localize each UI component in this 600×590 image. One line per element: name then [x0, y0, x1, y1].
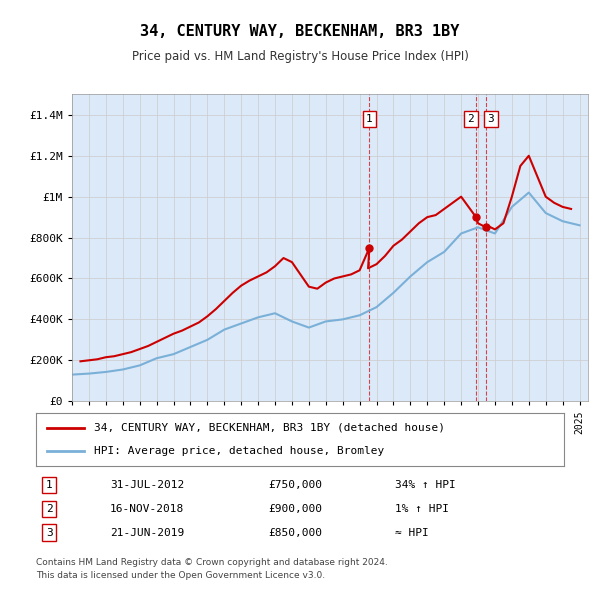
Text: £850,000: £850,000: [268, 528, 322, 537]
Text: 34, CENTURY WAY, BECKENHAM, BR3 1BY (detached house): 34, CENTURY WAY, BECKENHAM, BR3 1BY (det…: [94, 423, 445, 433]
Text: 1: 1: [366, 114, 373, 124]
Text: ≈ HPI: ≈ HPI: [395, 528, 429, 537]
Text: £900,000: £900,000: [268, 504, 322, 514]
Text: 34% ↑ HPI: 34% ↑ HPI: [395, 480, 456, 490]
Text: 3: 3: [46, 528, 53, 537]
Text: Contains HM Land Registry data © Crown copyright and database right 2024.: Contains HM Land Registry data © Crown c…: [36, 558, 388, 566]
Text: Price paid vs. HM Land Registry's House Price Index (HPI): Price paid vs. HM Land Registry's House …: [131, 50, 469, 63]
Text: 3: 3: [488, 114, 494, 124]
Text: 1% ↑ HPI: 1% ↑ HPI: [395, 504, 449, 514]
Text: HPI: Average price, detached house, Bromley: HPI: Average price, detached house, Brom…: [94, 446, 385, 456]
Text: 2: 2: [46, 504, 53, 514]
Text: 34, CENTURY WAY, BECKENHAM, BR3 1BY: 34, CENTURY WAY, BECKENHAM, BR3 1BY: [140, 24, 460, 38]
Text: This data is licensed under the Open Government Licence v3.0.: This data is licensed under the Open Gov…: [36, 571, 325, 580]
Text: 16-NOV-2018: 16-NOV-2018: [110, 504, 184, 514]
Text: 31-JUL-2012: 31-JUL-2012: [110, 480, 184, 490]
Text: 2: 2: [467, 114, 475, 124]
Text: £750,000: £750,000: [268, 480, 322, 490]
Text: 21-JUN-2019: 21-JUN-2019: [110, 528, 184, 537]
Text: 1: 1: [46, 480, 53, 490]
